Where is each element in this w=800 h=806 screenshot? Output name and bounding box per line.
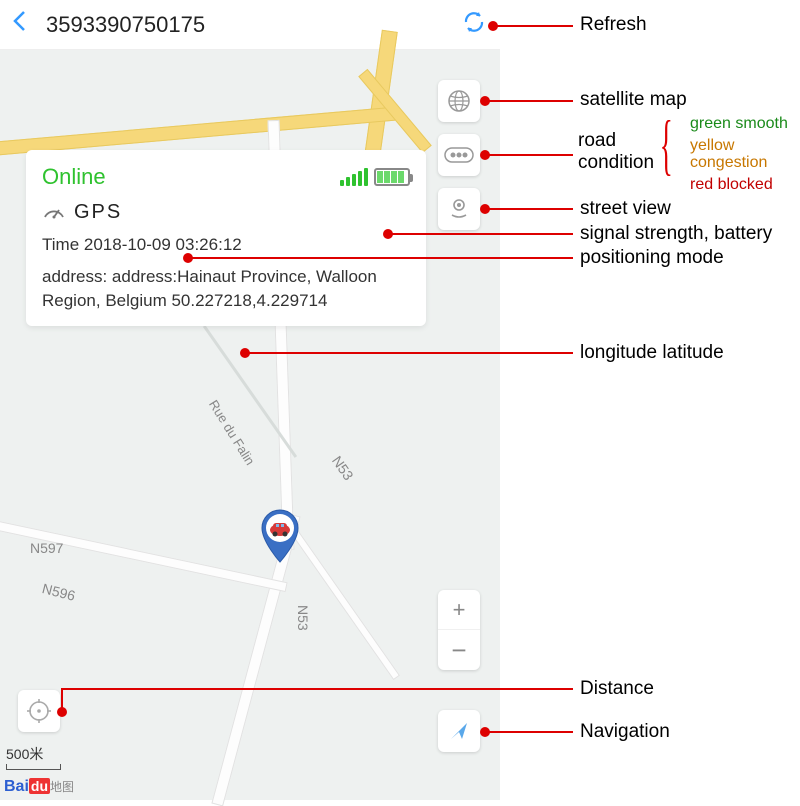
anno-line xyxy=(388,233,573,235)
baidu-logo: Baidu地图 xyxy=(4,778,74,796)
road-label: N53 xyxy=(329,453,357,483)
road-label: N597 xyxy=(30,540,63,556)
road-label: N53 xyxy=(295,605,311,631)
time-text: Time 2018-10-09 03:26:12 xyxy=(42,233,410,257)
brace-icon: { xyxy=(660,105,673,184)
anno-line xyxy=(61,688,573,690)
anno-signal: signal strength, battery xyxy=(580,223,772,245)
address-text: address: address:Hainaut Province, Wallo… xyxy=(42,265,410,313)
status-online: Online xyxy=(42,164,106,190)
anno-green: green smooth xyxy=(690,115,788,133)
anno-refresh: Refresh xyxy=(580,14,647,36)
anno-line xyxy=(61,688,63,712)
anno-distance: Distance xyxy=(580,678,654,700)
anno-line xyxy=(493,25,573,27)
location-marker[interactable] xyxy=(256,506,304,564)
anno-street-view: street view xyxy=(580,198,671,220)
anno-line xyxy=(485,100,573,102)
anno-navigation: Navigation xyxy=(580,721,670,743)
anno-yellow: yellow congestion xyxy=(690,138,790,172)
target-icon xyxy=(26,698,52,724)
info-card: Online xyxy=(26,150,426,326)
satellite-map-button[interactable] xyxy=(438,80,480,122)
gauge-icon xyxy=(42,200,66,225)
anno-line xyxy=(485,154,573,156)
anno-lonlat: longitude latitude xyxy=(580,342,724,364)
zoom-in-button[interactable]: + xyxy=(438,590,480,630)
anno-positioning: positioning mode xyxy=(580,247,724,269)
anno-line xyxy=(188,257,573,259)
anno-line xyxy=(245,352,573,354)
scale-indicator: 500米 xyxy=(6,744,61,770)
battery-icon xyxy=(374,168,410,186)
page-title: 3593390750175 xyxy=(46,12,460,38)
traffic-icon xyxy=(444,147,474,163)
road-label: Rue du Falin xyxy=(206,397,258,467)
anno-line xyxy=(485,731,573,733)
anno-red: red blocked xyxy=(690,176,773,194)
zoom-out-button[interactable]: − xyxy=(438,630,480,670)
street-view-button[interactable] xyxy=(438,188,480,230)
distance-button[interactable] xyxy=(18,690,60,732)
street-view-icon xyxy=(447,197,471,221)
globe-icon xyxy=(446,88,472,114)
refresh-button[interactable] xyxy=(460,8,488,41)
zoom-control: + − xyxy=(438,590,480,670)
arrow-icon xyxy=(448,720,470,742)
anno-road-condition: road condition xyxy=(578,130,658,174)
header: 3593390750175 xyxy=(0,0,500,50)
road-label: N596 xyxy=(41,580,77,604)
signal-icon xyxy=(340,168,368,186)
anno-line xyxy=(485,208,573,210)
navigation-button[interactable] xyxy=(438,710,480,752)
positioning-mode: GPS xyxy=(74,201,122,224)
road-condition-button[interactable] xyxy=(438,134,480,176)
back-button[interactable] xyxy=(12,10,28,39)
